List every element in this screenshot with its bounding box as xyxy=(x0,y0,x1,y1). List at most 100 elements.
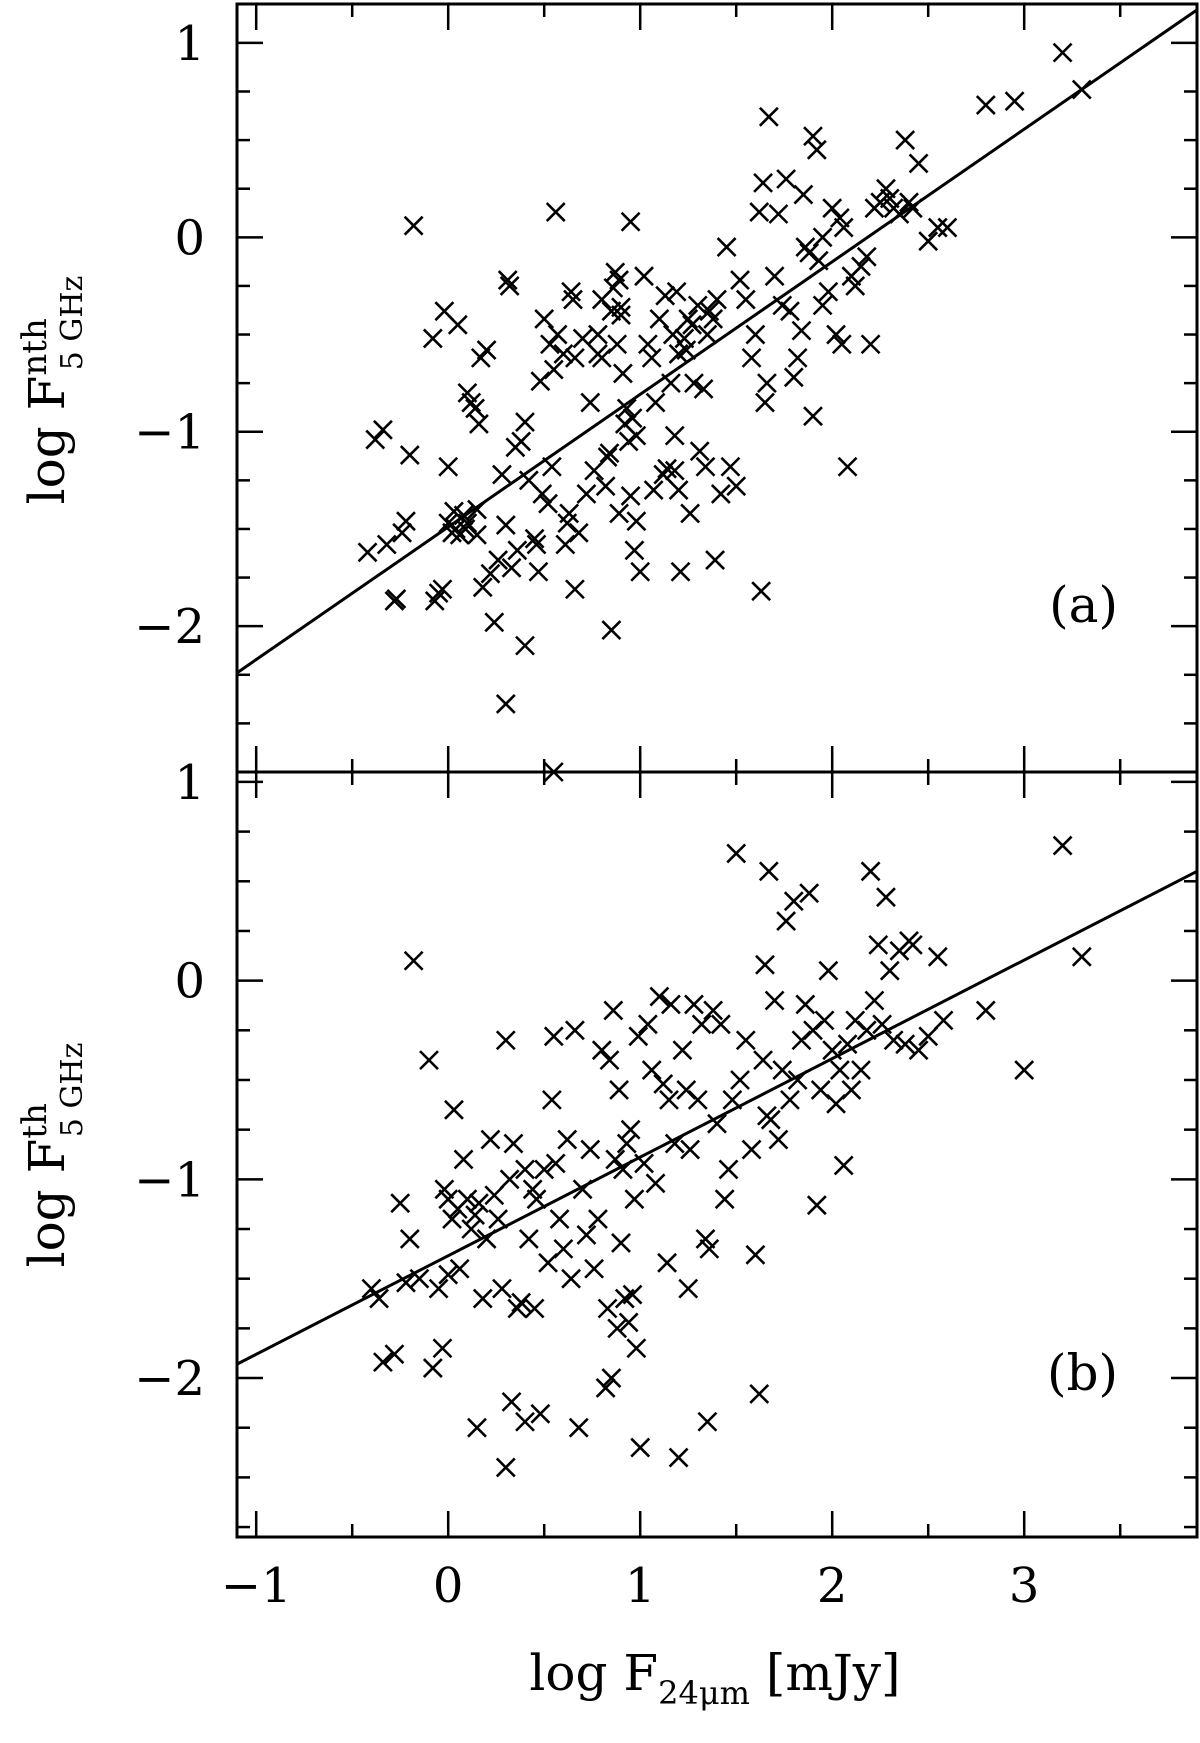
data-point xyxy=(883,1030,904,1051)
data-point xyxy=(783,891,804,912)
data-point xyxy=(465,398,485,419)
x-tick-label: 2 xyxy=(817,1558,848,1614)
data-point xyxy=(1004,91,1025,112)
data-point xyxy=(422,1358,443,1379)
data-point xyxy=(499,1169,520,1190)
data-point xyxy=(876,887,896,908)
data-point xyxy=(369,1288,389,1309)
data-point xyxy=(457,1189,478,1210)
data-point xyxy=(549,1209,570,1229)
data-point xyxy=(595,476,616,497)
data-point xyxy=(484,612,505,633)
panel-a-y-tick-labels: −2 −1 0 1 xyxy=(134,16,205,655)
data-point xyxy=(730,1070,750,1090)
data-point xyxy=(419,1050,439,1071)
data-point xyxy=(422,328,443,349)
data-point xyxy=(860,334,881,355)
panel-b-points xyxy=(361,835,1092,1478)
data-point xyxy=(1052,42,1073,63)
panel-b-y-axis-label: log Fth5 GHz xyxy=(15,1043,90,1268)
data-point xyxy=(735,1030,756,1051)
data-point xyxy=(453,1149,474,1170)
data-point xyxy=(653,1074,674,1094)
panel-a-frame xyxy=(235,2,1199,774)
data-point xyxy=(403,950,424,971)
data-point xyxy=(745,324,766,345)
data-point xyxy=(376,534,397,555)
data-point xyxy=(975,1000,996,1021)
data-point xyxy=(868,934,889,955)
data-point xyxy=(741,347,762,368)
data-point xyxy=(492,1278,512,1299)
data-point xyxy=(851,256,871,277)
data-point xyxy=(534,1159,555,1180)
data-point xyxy=(620,485,641,506)
data-point xyxy=(595,1378,616,1398)
data-point xyxy=(730,270,750,291)
data-point xyxy=(597,1298,618,1319)
data-point xyxy=(864,990,885,1011)
data-point xyxy=(791,320,812,341)
data-point xyxy=(524,1298,545,1319)
data-point xyxy=(720,456,741,477)
data-point xyxy=(565,347,585,368)
data-point xyxy=(568,522,589,543)
data-point xyxy=(818,281,839,302)
data-point xyxy=(630,1437,651,1458)
data-point xyxy=(772,1060,793,1080)
y-tick-label: −2 xyxy=(134,599,205,655)
data-point xyxy=(768,1129,789,1150)
x-tick-labels: −1 0 1 2 3 xyxy=(221,1558,1040,1614)
data-point xyxy=(495,694,516,714)
data-point xyxy=(776,911,797,931)
data-point xyxy=(845,276,866,296)
x-axis-label: log F24μm [mJy] xyxy=(529,1644,900,1712)
data-point xyxy=(678,309,699,329)
data-point xyxy=(668,480,689,500)
data-point xyxy=(526,1189,547,1210)
data-point xyxy=(680,1139,701,1160)
data-point xyxy=(645,392,666,413)
data-point xyxy=(503,1133,524,1154)
data-point xyxy=(803,406,823,427)
data-point xyxy=(699,1238,720,1259)
data-point xyxy=(753,172,773,193)
data-point xyxy=(580,1139,601,1160)
data-point xyxy=(662,324,683,345)
data-point xyxy=(390,1193,411,1214)
data-point xyxy=(693,379,714,399)
data-point xyxy=(626,1338,647,1359)
data-point xyxy=(714,1189,735,1210)
y-tick-label: 0 xyxy=(174,210,205,266)
data-point xyxy=(768,204,789,224)
data-point xyxy=(601,1368,622,1388)
data-point xyxy=(833,217,854,238)
data-point xyxy=(783,367,804,388)
data-point xyxy=(609,270,629,291)
data-point xyxy=(399,1229,420,1249)
data-point xyxy=(626,511,647,532)
data-point xyxy=(780,1089,800,1110)
panel-b-frame xyxy=(235,770,1199,1539)
data-point xyxy=(927,217,948,238)
data-point xyxy=(803,126,823,147)
data-point xyxy=(576,484,597,504)
data-point xyxy=(396,1272,416,1293)
data-point xyxy=(618,1312,639,1333)
data-point xyxy=(620,1119,641,1140)
data-point xyxy=(649,309,670,329)
data-point xyxy=(511,431,532,452)
data-point xyxy=(357,542,378,563)
data-point xyxy=(927,946,948,967)
data-point xyxy=(710,484,731,504)
data-point xyxy=(818,960,839,981)
data-point xyxy=(386,589,407,609)
data-point xyxy=(624,540,645,561)
data-point xyxy=(622,408,643,429)
data-point xyxy=(655,285,676,306)
data-point xyxy=(568,1417,589,1438)
data-point xyxy=(707,289,727,310)
data-point xyxy=(472,1288,493,1309)
data-point xyxy=(695,456,716,477)
data-point xyxy=(814,1010,835,1031)
